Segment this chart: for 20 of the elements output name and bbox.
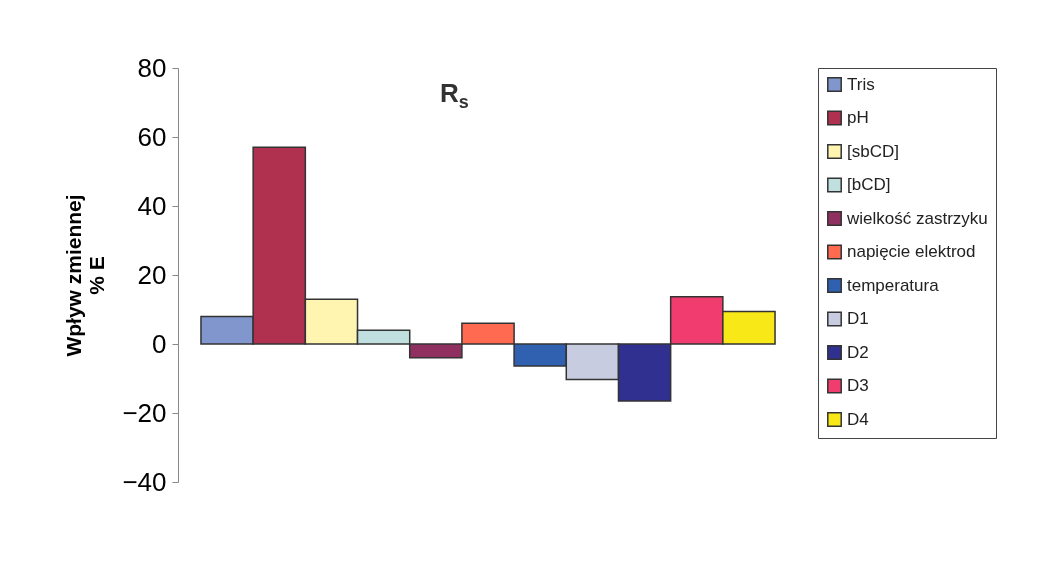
legend-label: [bCD] — [847, 175, 891, 194]
y-tick-label: −40 — [122, 466, 167, 497]
legend-label: D2 — [847, 342, 869, 362]
y-axis-title: Wpływ zmiennej % E — [62, 194, 109, 357]
legend-label: D1 — [847, 309, 869, 328]
legend-label: napięcie elektrod — [847, 242, 976, 261]
legend-label: D3 — [847, 376, 869, 395]
legend-label: Tris — [847, 74, 875, 94]
y-tick-label: 80 — [137, 52, 167, 83]
legend-label: temperatura — [847, 275, 940, 295]
y-tick-label: 40 — [137, 190, 167, 221]
legend-label: [sbCD] — [847, 141, 899, 161]
legend-label: D4 — [847, 409, 869, 429]
legend-label: wielkość zastrzyku — [846, 208, 988, 228]
y-tick-label: 60 — [137, 121, 167, 152]
legend-label: pH — [847, 108, 869, 127]
text: R$_{s}$ — [440, 78, 469, 114]
y-tick-label: 20 — [137, 259, 167, 290]
y-tick-label: 0 — [152, 328, 167, 359]
y-tick-label: −20 — [122, 397, 167, 428]
